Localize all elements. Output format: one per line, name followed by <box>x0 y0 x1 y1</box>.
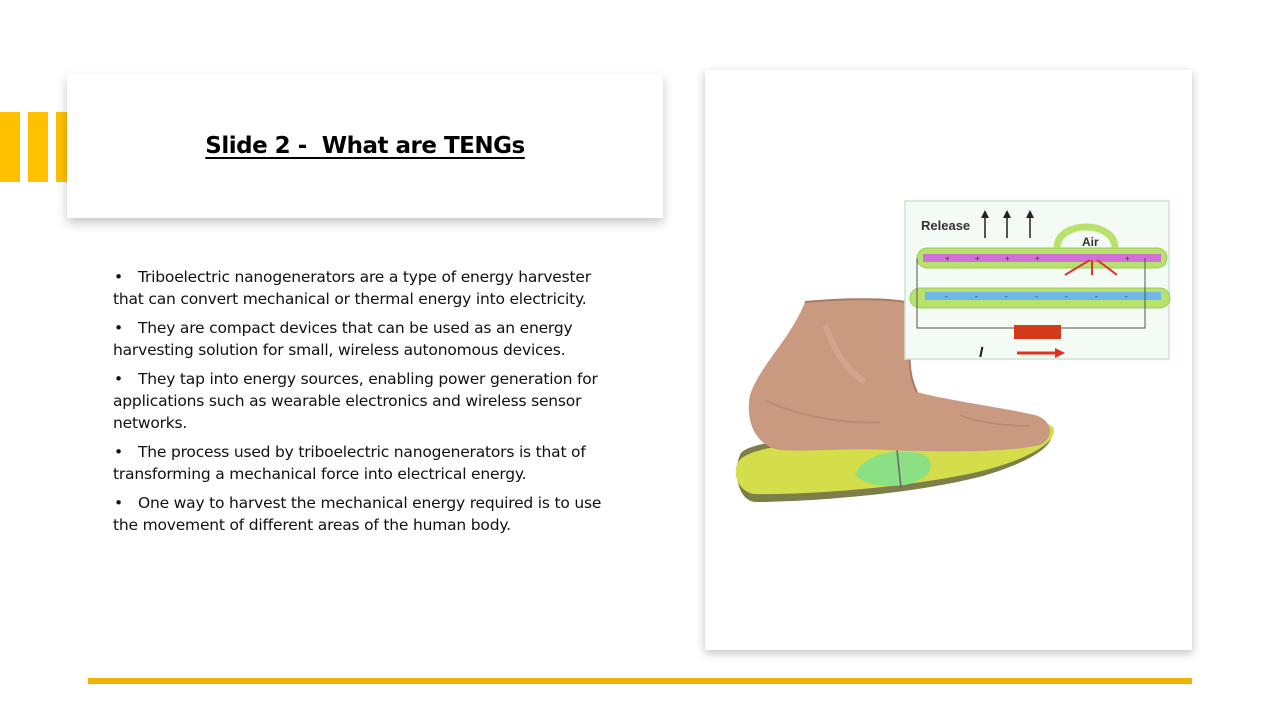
minus-sign: - <box>1095 292 1098 301</box>
bullet-item: • Triboelectric nanogenerators are a type… <box>113 266 623 310</box>
release-label: Release <box>921 218 970 233</box>
bullet-item: • They tap into energy sources, enabling … <box>113 368 623 434</box>
title-card: Slide 2 - What are TENGs <box>67 74 663 218</box>
bullet-text: They tap into energy sources, enabling p… <box>113 370 598 432</box>
bullet-item: • One way to harvest the mechanical energ… <box>113 492 623 536</box>
plus-sign: + <box>1005 254 1010 263</box>
plus-sign: + <box>1035 254 1040 263</box>
charge-signs: + + + + + - - - - - - - <box>945 254 1130 301</box>
bullet-symbol: • <box>114 370 123 388</box>
plus-sign: + <box>1125 254 1130 263</box>
bullet-symbol: • <box>114 494 123 512</box>
bottom-divider <box>88 678 1192 684</box>
plus-sign: + <box>975 254 980 263</box>
minus-sign: - <box>1005 292 1008 301</box>
current-label: I <box>979 344 984 361</box>
bullet-symbol: • <box>114 443 123 461</box>
minus-sign: - <box>1125 292 1128 301</box>
bullet-text: They are compact devices that can be use… <box>113 319 573 359</box>
bullet-text: Triboelectric nanogenerators are a type … <box>113 268 591 308</box>
minus-sign: - <box>1035 292 1038 301</box>
bullet-text: The process used by triboelectric nanoge… <box>113 443 586 483</box>
bullet-symbol: • <box>114 319 123 337</box>
teng-insole-illustration: Release Air I + + + + + - - - - - - - <box>735 200 1171 502</box>
minus-sign: - <box>945 292 948 301</box>
bullet-list: • Triboelectric nanogenerators are a type… <box>113 266 623 543</box>
bullet-item: • They are compact devices that can be us… <box>113 317 623 361</box>
air-label: Air <box>1082 235 1099 249</box>
minus-sign: - <box>1065 292 1068 301</box>
bullet-text: One way to harvest the mechanical energy… <box>113 494 602 534</box>
teng-diagram: Release Air I + + + + + - - - - - - - <box>904 200 1171 361</box>
slide-title: Slide 2 - What are TENGs <box>205 133 525 159</box>
plus-sign: + <box>945 254 950 263</box>
bullet-symbol: • <box>114 268 123 286</box>
image-card: Release Air I + + + + + - - - - - - - <box>705 70 1192 650</box>
minus-sign: - <box>975 292 978 301</box>
accent-bar-1 <box>0 112 20 182</box>
accent-bar-2 <box>28 112 48 182</box>
bullet-item: • The process used by triboelectric nanog… <box>113 441 623 485</box>
